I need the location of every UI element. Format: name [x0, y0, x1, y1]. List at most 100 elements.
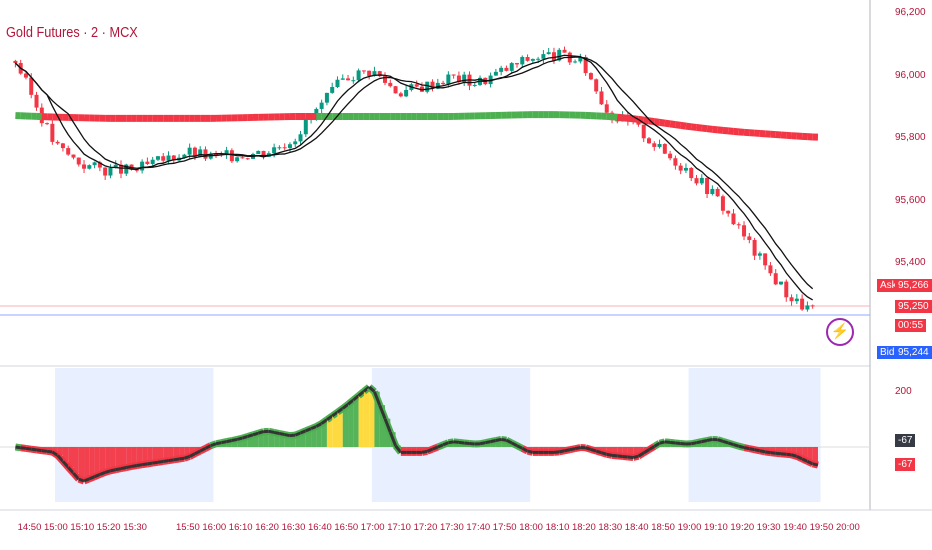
indicator-line — [564, 448, 571, 453]
indicator-line — [437, 443, 444, 449]
candle-body — [314, 108, 319, 118]
indicator-bar — [247, 436, 254, 447]
indicator-line — [51, 450, 59, 457]
indicator-line — [336, 407, 344, 414]
candle-body — [446, 74, 451, 85]
time-tick: 19:00 — [677, 522, 702, 533]
indicator-bar — [110, 447, 116, 471]
indicator-line — [289, 433, 296, 438]
indicator-line — [611, 453, 618, 458]
candle-body — [108, 168, 113, 176]
indicator-line — [521, 447, 529, 453]
indicator-line — [469, 441, 475, 446]
long-ma-segment — [653, 118, 661, 126]
time-tick: 16:00 — [202, 522, 227, 533]
candle-body — [66, 148, 71, 155]
indicator-line — [15, 445, 21, 450]
indicator-line — [511, 441, 518, 447]
candle-body — [430, 81, 435, 89]
indicator-line — [574, 446, 581, 451]
indicator-line — [61, 460, 70, 469]
candle-body — [794, 298, 799, 302]
indicator-bar — [184, 447, 190, 459]
candle-body — [224, 150, 229, 155]
candle-body — [383, 76, 387, 83]
time-tick: 16:10 — [228, 522, 253, 533]
indicator-line — [595, 449, 602, 455]
candle-body — [351, 80, 356, 82]
indicator-bar — [802, 447, 808, 459]
time-tick: 14:50 — [17, 522, 42, 533]
candle-body — [652, 143, 657, 147]
long-ma-segment — [611, 113, 618, 121]
candle-body — [699, 177, 704, 184]
time-tick: 17:30 — [440, 522, 464, 533]
indicator-line — [273, 430, 280, 435]
candle-body — [182, 154, 187, 158]
indicator-line — [373, 391, 382, 406]
candle-body — [773, 273, 778, 285]
indicator-line — [141, 462, 148, 467]
indicator-line — [801, 457, 809, 463]
candle-body — [124, 164, 129, 174]
candle-body — [87, 165, 92, 169]
indicator-value-red: -67 — [895, 458, 916, 471]
indicator-bar — [274, 432, 280, 447]
indicator-bar — [142, 447, 148, 465]
indicator-line — [648, 445, 656, 451]
indicator-bar — [633, 447, 639, 458]
indicator-bar — [374, 391, 380, 447]
candle-body — [187, 147, 192, 155]
candle-body — [456, 75, 461, 83]
candle-body — [50, 123, 55, 142]
indicator-line — [500, 437, 507, 442]
long-ma-segment — [733, 127, 740, 136]
last-price: 95,250 — [895, 300, 932, 313]
candle-body — [662, 144, 667, 154]
candle-body — [710, 188, 715, 194]
indicator-line — [357, 390, 365, 397]
indicator-bar — [115, 447, 122, 470]
candle-body — [784, 281, 789, 298]
time-tick: 18:30 — [598, 522, 623, 533]
chart-title: Gold Futures · 2 · MCX — [6, 24, 138, 41]
indicator-bar — [168, 447, 174, 461]
candle-body — [71, 154, 76, 158]
indicator-line — [168, 458, 175, 463]
indicator-line — [659, 440, 666, 445]
candle-body — [198, 149, 203, 157]
indicator-line — [653, 441, 661, 448]
indicator-line — [632, 454, 639, 459]
time-tick: 15:50 — [176, 522, 200, 533]
indicator-bar — [147, 447, 153, 464]
indicator-line — [585, 446, 592, 451]
indicator-line — [183, 455, 191, 460]
candle-body — [779, 281, 783, 285]
indicator-bar — [136, 447, 143, 466]
lightning-icon[interactable]: ⚡ — [826, 318, 854, 346]
candle-body — [451, 74, 456, 76]
indicator-line — [743, 446, 750, 451]
indicator-bar — [358, 395, 364, 447]
indicator-line — [453, 440, 460, 444]
candle-body — [155, 156, 160, 160]
indicator-bar — [73, 447, 79, 474]
indicator-line — [320, 418, 328, 425]
indicator-line — [115, 467, 122, 472]
indicator-line — [490, 439, 497, 444]
indicator-bar — [326, 419, 333, 447]
indicator-line — [315, 422, 323, 428]
candle-body — [119, 164, 123, 174]
indicator-bar — [131, 447, 137, 467]
indicator-bar — [796, 447, 803, 457]
candle-body — [647, 138, 651, 144]
candle-body — [705, 177, 710, 194]
indicator-line — [669, 440, 676, 445]
time-tick: 16:20 — [255, 522, 279, 533]
indicator-line — [25, 446, 32, 451]
indicator-line — [341, 403, 349, 410]
bar-countdown: 00:55 — [895, 319, 927, 332]
indicator-line — [347, 398, 355, 406]
indicator-line — [764, 450, 771, 455]
